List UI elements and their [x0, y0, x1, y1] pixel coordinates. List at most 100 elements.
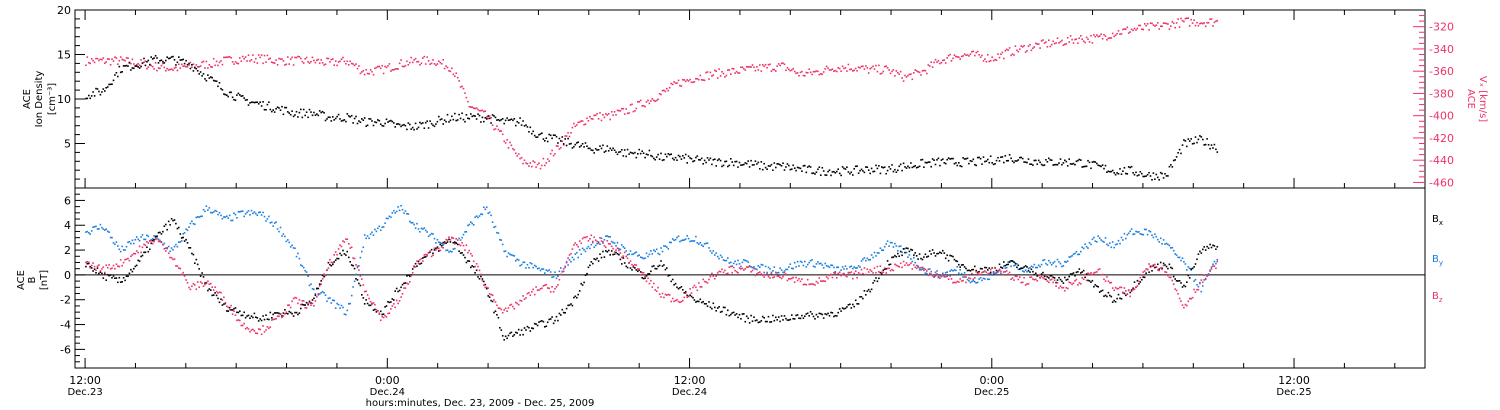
- data-point-bz: [278, 315, 280, 318]
- data-point-bx: [625, 265, 627, 268]
- data-point-bz: [305, 307, 308, 309]
- data-point-vx: [1109, 37, 1111, 39]
- data-point-by: [385, 217, 388, 220]
- data-point-ion density: [1066, 165, 1069, 167]
- data-point-ion density: [1045, 159, 1047, 161]
- data-point-vx: [785, 69, 787, 72]
- data-point-ion density: [735, 160, 738, 163]
- data-point-bx: [440, 245, 443, 247]
- data-point-ion density: [1072, 162, 1075, 165]
- data-point-bx: [494, 310, 497, 312]
- data-point-by: [1000, 272, 1002, 274]
- data-point-bz: [1170, 276, 1172, 279]
- data-point-bx: [918, 253, 921, 255]
- data-point-ion density: [92, 91, 94, 93]
- data-point-ion density: [545, 137, 548, 139]
- data-point-ion density: [192, 70, 195, 72]
- data-point-bz: [613, 251, 616, 253]
- data-point-vx: [1007, 49, 1009, 51]
- data-point-ion density: [1065, 160, 1068, 163]
- data-point-bz: [682, 299, 684, 302]
- data-point-bz: [548, 287, 550, 290]
- data-point-bz: [923, 269, 925, 272]
- data-point-bx: [892, 256, 895, 258]
- data-point-vx: [1107, 37, 1110, 40]
- data-point-ion density: [151, 58, 154, 60]
- data-point-vx: [348, 64, 350, 66]
- data-point-bz: [375, 309, 378, 311]
- data-point-vx: [250, 59, 253, 61]
- data-point-by: [406, 212, 408, 215]
- data-point-bz: [732, 266, 735, 269]
- data-point-by: [394, 212, 396, 214]
- data-point-by: [730, 261, 732, 264]
- data-point-bx: [154, 235, 157, 238]
- data-point-bx: [745, 315, 748, 318]
- data-point-vx: [117, 63, 119, 65]
- data-point-by: [658, 253, 661, 256]
- data-point-bz: [976, 272, 979, 275]
- data-point-ion density: [721, 165, 723, 168]
- data-point-bx: [1078, 268, 1081, 270]
- data-point-bx: [188, 247, 190, 249]
- data-point-by: [393, 209, 395, 212]
- data-point-bx: [1082, 269, 1085, 272]
- data-point-ion density: [714, 158, 716, 160]
- data-point-bx: [1116, 297, 1118, 300]
- data-point-by: [93, 226, 96, 228]
- data-point-by: [878, 252, 880, 254]
- data-point-bx: [1172, 275, 1175, 278]
- data-point-bx: [730, 313, 732, 316]
- data-point-vx: [571, 126, 574, 129]
- data-point-bx: [185, 238, 187, 241]
- data-point-by: [268, 215, 270, 218]
- data-point-vx: [603, 116, 606, 119]
- data-point-vx: [417, 60, 420, 63]
- data-point-ion density: [1103, 167, 1105, 170]
- data-point-by: [635, 251, 638, 253]
- data-point-ion density: [881, 166, 883, 168]
- data-point-ion density: [1117, 173, 1120, 175]
- data-point-bx: [196, 263, 199, 266]
- data-point-by: [202, 208, 205, 211]
- data-point-bz: [1168, 276, 1171, 279]
- data-point-bx: [908, 250, 911, 253]
- data-point-bz: [1104, 280, 1107, 282]
- data-point-ion density: [1091, 161, 1094, 163]
- data-point-ion density: [764, 166, 767, 169]
- data-point-bx: [942, 249, 944, 252]
- data-point-ion density: [639, 152, 642, 155]
- data-point-bx: [969, 270, 972, 272]
- data-point-vx: [1037, 43, 1040, 45]
- data-point-vx: [799, 71, 802, 74]
- data-point-ion density: [927, 161, 930, 163]
- data-point-vx: [979, 56, 982, 59]
- data-point-bz: [840, 274, 842, 277]
- data-point-ion density: [618, 151, 620, 153]
- data-point-by: [320, 291, 322, 294]
- data-point-ion density: [88, 94, 90, 97]
- data-point-by: [410, 221, 412, 224]
- data-point-ion density: [178, 56, 180, 58]
- data-point-ion density: [410, 128, 412, 130]
- data-point-bz: [259, 328, 261, 331]
- data-point-ion density: [825, 174, 828, 176]
- data-point-ion density: [677, 154, 680, 157]
- data-point-bz: [1106, 276, 1108, 278]
- data-point-ion density: [538, 134, 540, 136]
- data-point-bx: [1175, 280, 1178, 282]
- data-point-bz: [876, 265, 879, 268]
- data-point-vx: [767, 63, 770, 66]
- data-point-bx: [1171, 267, 1174, 270]
- data-point-bz: [724, 269, 726, 272]
- data-point-bx: [308, 300, 311, 303]
- data-point-by: [249, 214, 251, 216]
- data-point-bx: [459, 252, 462, 254]
- data-point-by: [146, 234, 148, 237]
- data-point-bz: [102, 266, 105, 268]
- data-point-bx: [546, 321, 549, 324]
- data-point-ion density: [234, 99, 237, 101]
- data-point-vx: [795, 72, 797, 75]
- data-point-vx: [843, 67, 845, 70]
- data-point-ion density: [856, 165, 858, 167]
